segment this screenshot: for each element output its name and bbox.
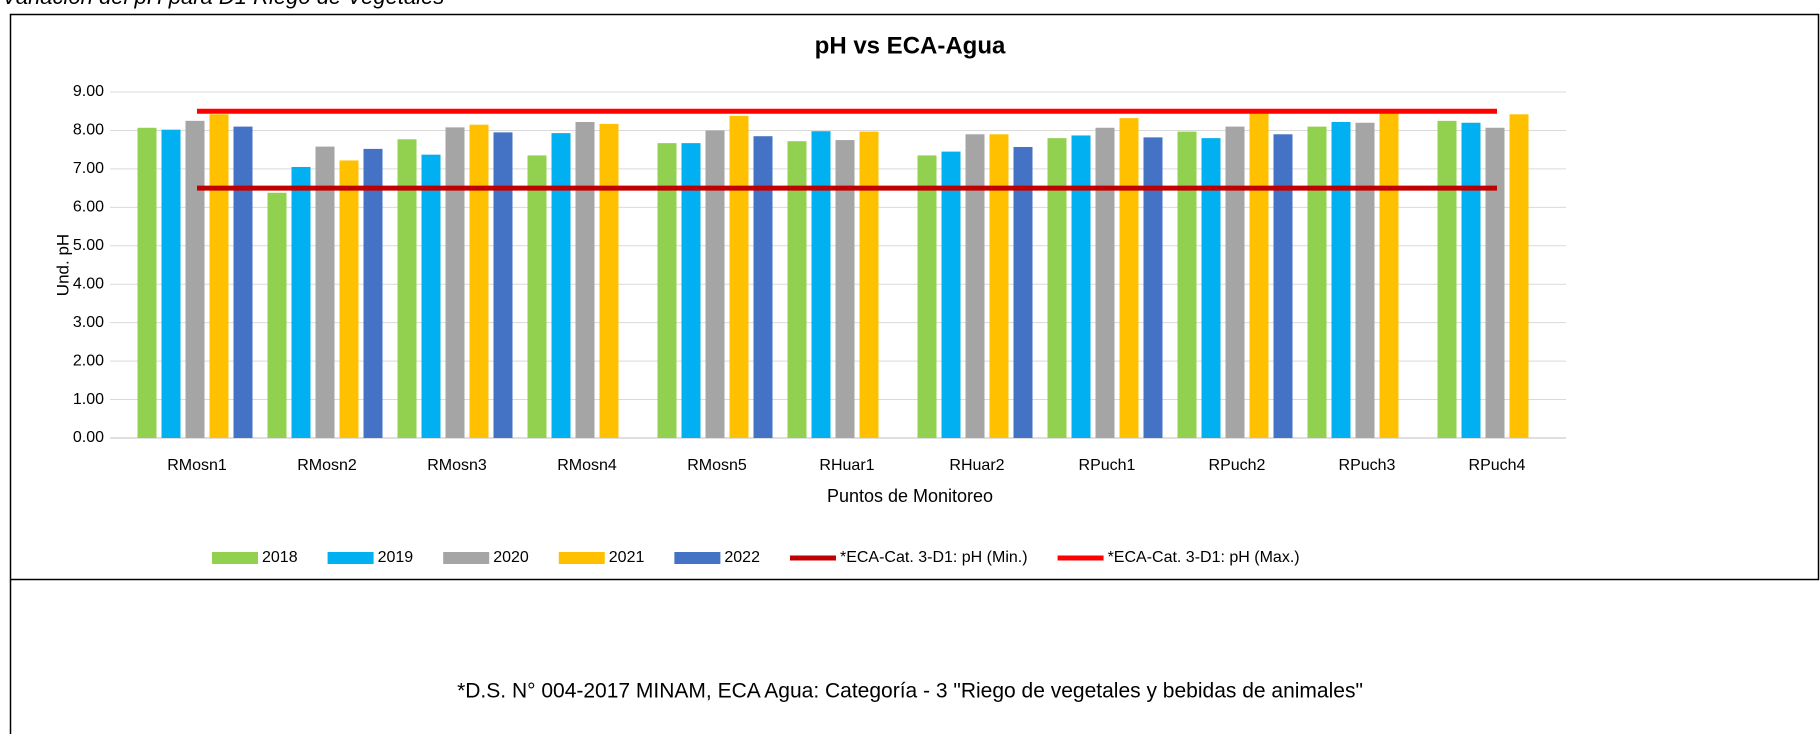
bar: [551, 133, 571, 438]
legend-label: *ECA-Cat. 3-D1: pH (Max.): [1108, 549, 1300, 566]
bar: [681, 143, 701, 438]
bar: [1379, 111, 1399, 438]
y-axis-label: Und. pH: [53, 234, 72, 296]
y-tick-label: 5.00: [73, 237, 104, 254]
y-tick-label: 0.00: [73, 429, 104, 446]
bar: [339, 160, 359, 439]
x-tick-label: RPuch1: [1079, 457, 1136, 474]
bar: [1119, 118, 1139, 439]
bar: [137, 127, 157, 439]
bar: [1355, 122, 1375, 438]
bar: [267, 192, 287, 438]
y-tick-label: 8.00: [73, 122, 104, 139]
bar: [1095, 127, 1115, 439]
bar: [1177, 131, 1197, 438]
bar: [1273, 134, 1293, 439]
bar: [575, 121, 595, 438]
x-tick-label: RHuar2: [949, 457, 1004, 474]
bar: [1143, 137, 1163, 438]
bar: [1461, 122, 1481, 438]
x-tick-label: RPuch2: [1209, 457, 1266, 474]
bar: [753, 136, 773, 438]
bar: [705, 130, 725, 438]
legend-label: 2020: [493, 549, 529, 566]
bar: [527, 155, 547, 438]
caption: Variación del pH para D1 Riego de Vegeta…: [2, 0, 444, 9]
legend-label: 2021: [609, 549, 645, 566]
bar: [599, 123, 619, 439]
bar: [1331, 121, 1351, 438]
x-tick-label: RMosn1: [167, 457, 227, 474]
y-tick-label: 1.00: [73, 391, 104, 408]
x-tick-label: RPuch4: [1469, 457, 1526, 474]
y-tick-label: 9.00: [73, 83, 104, 100]
legend-swatch: [443, 552, 490, 564]
bar: [209, 114, 229, 438]
y-tick-label: 4.00: [73, 275, 104, 292]
bar: [363, 148, 383, 439]
bar: [1225, 126, 1245, 438]
bar: [787, 141, 807, 438]
bar: [1047, 138, 1067, 438]
footnote: *D.S. N° 004-2017 MINAM, ECA Agua: Categ…: [457, 680, 1363, 703]
y-tick-label: 2.00: [73, 352, 104, 369]
bar: [729, 115, 749, 438]
bar: [315, 146, 335, 438]
x-tick-label: RMosn2: [297, 457, 357, 474]
x-tick-label: RMosn3: [427, 457, 487, 474]
bar: [1249, 111, 1269, 438]
bar: [989, 134, 1009, 439]
bar: [941, 151, 961, 439]
bar: [1485, 127, 1505, 439]
bar: [291, 166, 311, 438]
bar: [1437, 120, 1457, 438]
x-tick-label: RMosn4: [557, 457, 617, 474]
bar: [397, 139, 417, 438]
bar: [1201, 138, 1221, 438]
bar: [493, 132, 513, 438]
bar: [1509, 114, 1529, 438]
bar: [657, 143, 677, 438]
bar: [917, 155, 937, 438]
bar: [1307, 126, 1327, 438]
legend-swatch: [212, 552, 258, 564]
bar: [161, 129, 181, 439]
bar: [185, 120, 205, 438]
bar: [469, 124, 489, 438]
legend-label: *ECA-Cat. 3-D1: pH (Min.): [840, 549, 1028, 566]
bar: [421, 154, 441, 439]
chart-frame: [9, 13, 1820, 581]
legend-swatch: [558, 552, 605, 564]
bar: [965, 134, 985, 439]
x-tick-label: RPuch3: [1339, 457, 1396, 474]
x-axis-label: Puntos de Monitoreo: [827, 486, 993, 506]
y-tick-label: 6.00: [73, 199, 104, 216]
legend-label: 2019: [378, 549, 414, 566]
bar: [233, 126, 253, 438]
bar: [859, 131, 879, 438]
chart-title: pH vs ECA-Agua: [815, 32, 1006, 59]
y-tick-label: 7.00: [73, 160, 104, 177]
y-tick-label: 3.00: [73, 314, 104, 331]
bar: [811, 131, 831, 439]
x-tick-label: RHuar1: [819, 457, 874, 474]
legend-swatch: [327, 552, 374, 564]
bar: [1013, 146, 1033, 438]
legend-swatch: [674, 552, 721, 564]
legend-label: 2018: [262, 549, 298, 566]
bar: [835, 140, 855, 439]
bar: [1071, 135, 1091, 439]
bar: [445, 127, 465, 438]
x-tick-label: RMosn5: [687, 457, 747, 474]
legend-label: 2022: [724, 549, 760, 566]
